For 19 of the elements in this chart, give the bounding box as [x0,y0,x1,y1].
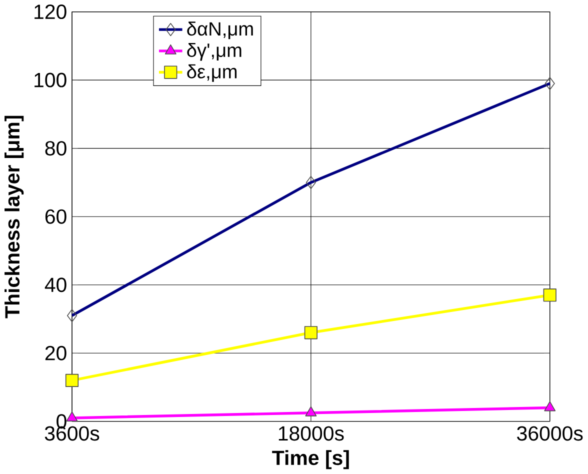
legend-label: δε,μm [187,64,237,82]
y-tick-label: 60 [45,209,66,224]
y-tick-label: 100 [34,72,66,88]
y-tick-label: 20 [45,346,66,360]
x-tick-label: 36000s [517,426,583,441]
x-tick-label: 18000s [278,426,344,441]
point [65,374,79,388]
point [543,288,556,302]
y-axis-title: Thickness layer [μm] [4,116,24,318]
point [544,401,556,412]
point [66,412,78,422]
legend-label: δαN,μm [187,22,253,40]
y-tick-label: 80 [45,141,66,156]
x-axis-title: Time [s] [272,450,349,470]
point [305,406,317,416]
y-tick-label: 40 [44,278,66,292]
y-tick-label: 120 [34,4,66,20]
point [304,326,318,340]
legend-label: δγ',μm [187,43,242,61]
